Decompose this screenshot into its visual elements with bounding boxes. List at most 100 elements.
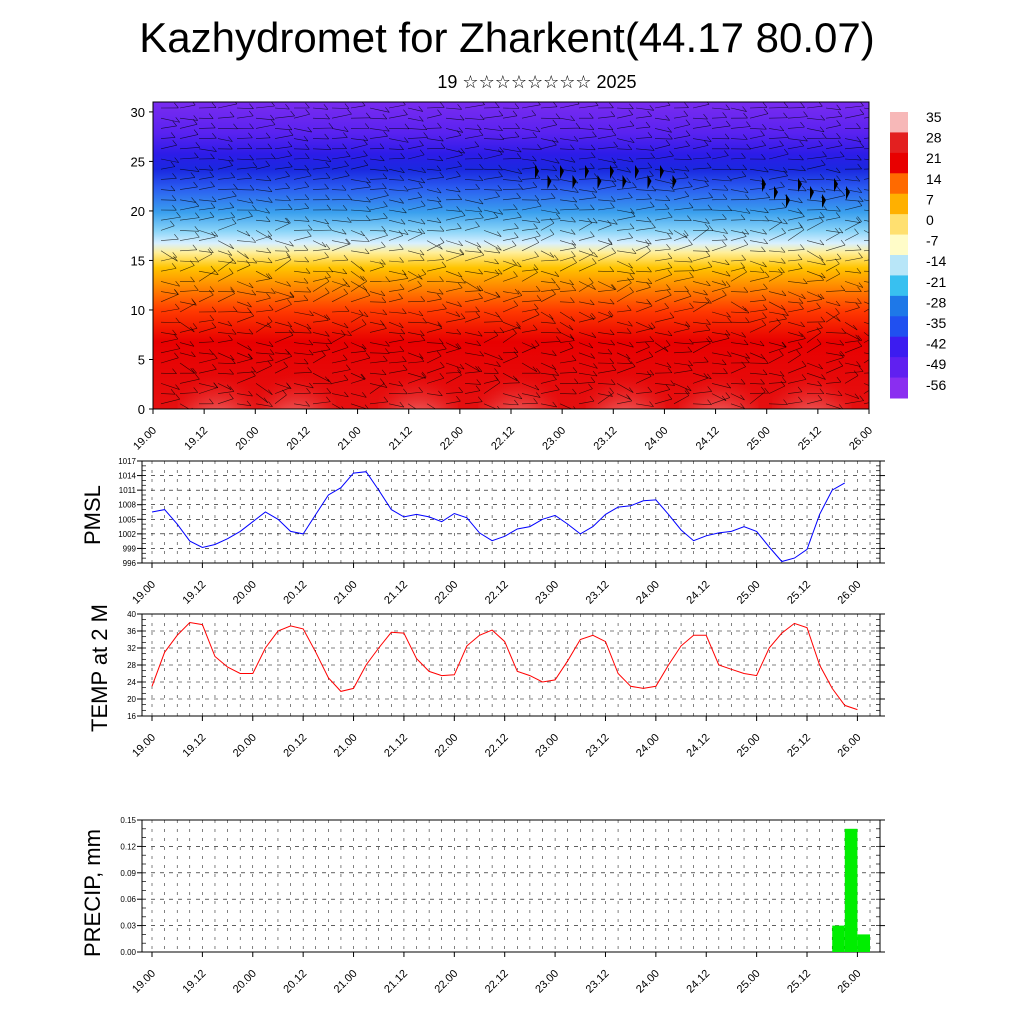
wind-barb-feather [629, 120, 635, 127]
colorbar-swatch [890, 336, 908, 358]
wind-barb [673, 158, 692, 160]
wind-barb [217, 177, 235, 180]
wind-barb [179, 260, 199, 263]
wind-barb [293, 321, 312, 330]
wind-barb-feather [532, 155, 537, 162]
wind-barb [692, 138, 712, 142]
x-tick-label: 24.00 [643, 425, 671, 453]
wind-barb [160, 117, 180, 123]
wind-barb-feather [515, 377, 520, 384]
wind-barb [198, 199, 217, 202]
wind-barb-feather [347, 108, 352, 115]
wind-barb-feather [440, 361, 445, 368]
colorbar-label: -28 [926, 294, 946, 310]
wind-barb-feather [175, 384, 180, 390]
wind-barb-feather [552, 374, 557, 380]
wind-barb [426, 230, 444, 232]
y-tick-label: 0.06 [120, 895, 136, 904]
wind-barb [160, 338, 178, 343]
x-tick-label: 20.12 [281, 732, 309, 760]
wind-barb [559, 148, 575, 150]
wind-barb-feather [211, 322, 217, 328]
wind-barb [540, 138, 559, 143]
wind-barb [768, 232, 786, 241]
wind-barb-feather [326, 272, 331, 278]
wind-barb-feather [249, 123, 254, 129]
wind-barb [654, 289, 671, 292]
wind-barb-feather [244, 253, 249, 259]
wind-barb-feather [779, 125, 785, 132]
wind-barb-feather [859, 141, 865, 148]
wind-barb-feather [703, 356, 709, 363]
wind-barb-feather [379, 143, 385, 149]
wind-barb [236, 137, 253, 139]
wind-barb-feather [478, 285, 484, 291]
wind-barb-feather [366, 181, 371, 188]
wind-barb [445, 332, 461, 335]
wind-barb-feather [459, 248, 465, 255]
wind-barb-feather [762, 124, 767, 130]
wind-barb [635, 240, 652, 245]
colorbar-label: -14 [926, 253, 946, 269]
wind-barb [540, 332, 561, 334]
wind-barb [806, 270, 826, 279]
wind-barb-feather [685, 321, 691, 327]
wind-barb-feather [194, 226, 200, 232]
wind-barb [768, 128, 784, 132]
wind-barb-feather [875, 348, 879, 353]
wind-barb [426, 199, 442, 203]
wind-barb [749, 168, 769, 173]
x-tick-label: 25.12 [785, 579, 813, 607]
wind-barb [331, 259, 348, 262]
wind-barb [217, 195, 237, 201]
wind-barb-feather [570, 157, 576, 163]
wind-barb-feather [664, 302, 669, 309]
wind-barb [179, 205, 199, 211]
wind-barb [825, 263, 840, 272]
wind-barb-feather [229, 368, 234, 375]
wind-barb [616, 278, 634, 282]
wind-barb-feather [305, 153, 310, 159]
wind-barb-feather [797, 254, 803, 260]
wind-barb [369, 266, 384, 272]
wind-barb [616, 400, 632, 405]
wind-barb-feather [821, 259, 826, 266]
wind-barb-feather [399, 334, 405, 340]
wind-barb [787, 332, 803, 337]
wind-barb-feather [705, 218, 710, 224]
wind-barb [844, 301, 862, 304]
wind-barb [787, 401, 803, 405]
wind-barb [407, 168, 426, 173]
wind-barb [255, 365, 272, 374]
wind-barb-feather [361, 345, 366, 352]
x-tick-label: 26.00 [836, 732, 864, 760]
wind-barb-feather [857, 286, 862, 292]
wind-barb-feather [571, 166, 577, 172]
wind-barb-feather [479, 114, 485, 120]
wind-barb-feather [819, 216, 824, 222]
wind-barb [597, 207, 615, 211]
wind-barb [388, 209, 407, 214]
wind-barb-feather [306, 170, 312, 177]
wind-barb [198, 294, 214, 303]
wind-barb [673, 342, 694, 345]
wind-barb-feather [879, 171, 883, 176]
wind-barb-feather [552, 102, 558, 107]
wind-barb [445, 154, 463, 160]
wind-barb [863, 107, 869, 110]
wind-barb [445, 148, 465, 154]
x-tick-label: 19.12 [181, 732, 209, 760]
wind-barb [502, 188, 523, 190]
wind-barb-feather [531, 110, 537, 116]
wind-barb [407, 270, 423, 280]
wind-barb-feather [743, 287, 749, 293]
wind-barb-feather [209, 398, 214, 404]
wind-barb-feather [800, 211, 805, 217]
wind-barb [445, 400, 461, 405]
wind-barb-feather [438, 202, 443, 208]
wind-barb-feather [342, 143, 347, 149]
wind-barb [236, 301, 252, 308]
wind-barb-feather [761, 246, 766, 252]
wind-barb-feather [570, 115, 575, 121]
wind-barb [673, 135, 691, 139]
